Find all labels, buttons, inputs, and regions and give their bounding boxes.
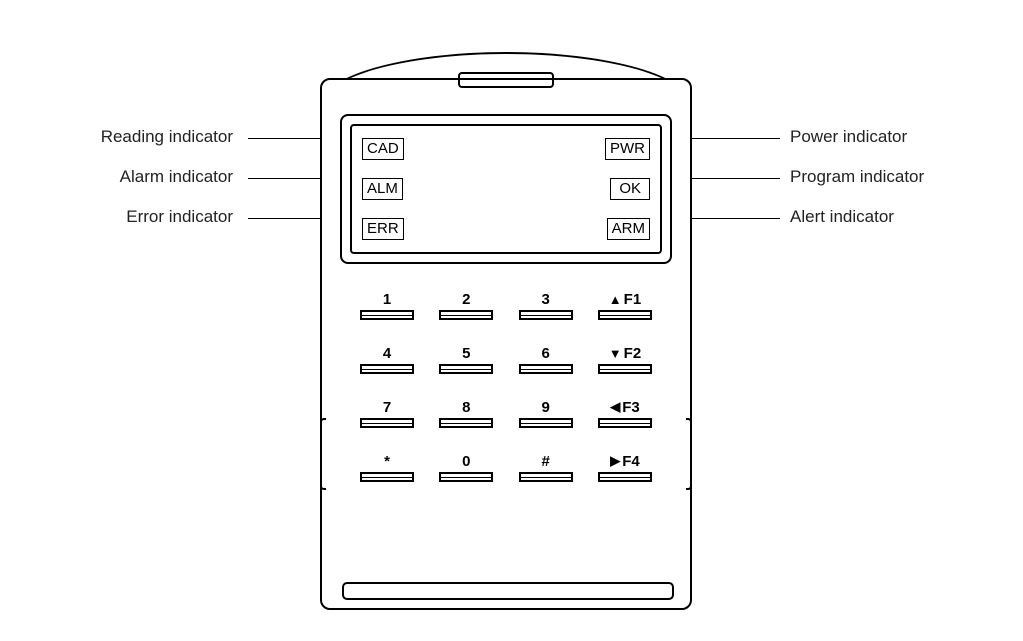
key-f2[interactable]: ▼ F2 — [596, 344, 654, 374]
indicator-cad: CAD — [362, 138, 404, 160]
key-7[interactable]: 7 — [358, 398, 416, 428]
key-label: 2 — [462, 290, 470, 308]
top-slot — [458, 72, 554, 88]
indicator-ok: OK — [610, 178, 650, 200]
key-slot — [519, 418, 573, 428]
key-label: 4 — [383, 344, 391, 362]
key-slot — [519, 472, 573, 482]
key-3[interactable]: 3 — [517, 290, 575, 320]
key-8[interactable]: 8 — [437, 398, 495, 428]
callout-reading: Reading indicator — [101, 127, 233, 147]
callout-error: Error indicator — [126, 207, 233, 227]
key-4[interactable]: 4 — [358, 344, 416, 374]
keypad: 1 2 3 ▲ F1 4 5 6 ▼ F2 7 8 9 ◀ F3 * 0 # ▶ F4 — [358, 290, 654, 506]
diagram-stage: Reading indicator Alarm indicator Error … — [0, 0, 1023, 641]
key-label: ▶ F4 — [610, 452, 640, 470]
key-9[interactable]: 9 — [517, 398, 575, 428]
key-label: # — [541, 452, 549, 470]
key-0[interactable]: 0 — [437, 452, 495, 482]
key-text: F3 — [622, 399, 640, 416]
key-slot — [598, 472, 652, 482]
indicator-alm: ALM — [362, 178, 403, 200]
key-slot — [598, 418, 652, 428]
indicator-arm: ARM — [607, 218, 650, 240]
key-label: ◀ F3 — [610, 398, 640, 416]
keypad-row: 7 8 9 ◀ F3 — [358, 398, 654, 428]
key-f1[interactable]: ▲ F1 — [596, 290, 654, 320]
key-slot — [439, 472, 493, 482]
key-slot — [360, 364, 414, 374]
key-label: 7 — [383, 398, 391, 416]
keypad-row: 1 2 3 ▲ F1 — [358, 290, 654, 320]
key-label: 5 — [462, 344, 470, 362]
device: CAD ALM ERR PWR OK ARM 1 2 3 ▲ F1 4 5 6 ▼ F2 7 8 9… — [320, 52, 692, 610]
key-slot — [598, 364, 652, 374]
keypad-row: * 0 # ▶ F4 — [358, 452, 654, 482]
arrow-icon: ▲ — [609, 292, 622, 307]
key-f4[interactable]: ▶ F4 — [596, 452, 654, 482]
key-label: ▲ F1 — [609, 290, 641, 308]
bottom-bar — [342, 582, 674, 600]
key-6[interactable]: 6 — [517, 344, 575, 374]
key-slot — [598, 310, 652, 320]
key-label: * — [384, 452, 390, 470]
key-slot — [360, 472, 414, 482]
arrow-icon: ▼ — [609, 346, 622, 361]
key-slot — [360, 310, 414, 320]
key-2[interactable]: 2 — [437, 290, 495, 320]
key-#[interactable]: # — [517, 452, 575, 482]
key-label: ▼ F2 — [609, 344, 641, 362]
key-slot — [439, 364, 493, 374]
keypad-row: 4 5 6 ▼ F2 — [358, 344, 654, 374]
key-label: 1 — [383, 290, 391, 308]
key-label: 8 — [462, 398, 470, 416]
key-text: F4 — [622, 453, 640, 470]
key-1[interactable]: 1 — [358, 290, 416, 320]
key-slot — [519, 364, 573, 374]
callout-power: Power indicator — [790, 127, 907, 147]
key-label: 3 — [541, 290, 549, 308]
key-label: 6 — [541, 344, 549, 362]
key-f3[interactable]: ◀ F3 — [596, 398, 654, 428]
key-slot — [519, 310, 573, 320]
callout-program: Program indicator — [790, 167, 924, 187]
key-5[interactable]: 5 — [437, 344, 495, 374]
callout-alarm: Alarm indicator — [120, 167, 233, 187]
callout-alert: Alert indicator — [790, 207, 894, 227]
side-notch-left — [320, 418, 326, 490]
indicator-err: ERR — [362, 218, 404, 240]
side-notch-right — [686, 418, 692, 490]
indicator-pwr: PWR — [605, 138, 650, 160]
key-label: 0 — [462, 452, 470, 470]
arrow-icon: ▶ — [610, 453, 620, 469]
key-slot — [360, 418, 414, 428]
display-frame: CAD ALM ERR PWR OK ARM — [340, 114, 672, 264]
arrow-icon: ◀ — [610, 399, 620, 415]
key-*[interactable]: * — [358, 452, 416, 482]
display-inner: CAD ALM ERR PWR OK ARM — [350, 124, 662, 254]
key-text: F1 — [624, 291, 642, 308]
key-text: F2 — [624, 345, 642, 362]
key-slot — [439, 418, 493, 428]
key-label: 9 — [541, 398, 549, 416]
key-slot — [439, 310, 493, 320]
